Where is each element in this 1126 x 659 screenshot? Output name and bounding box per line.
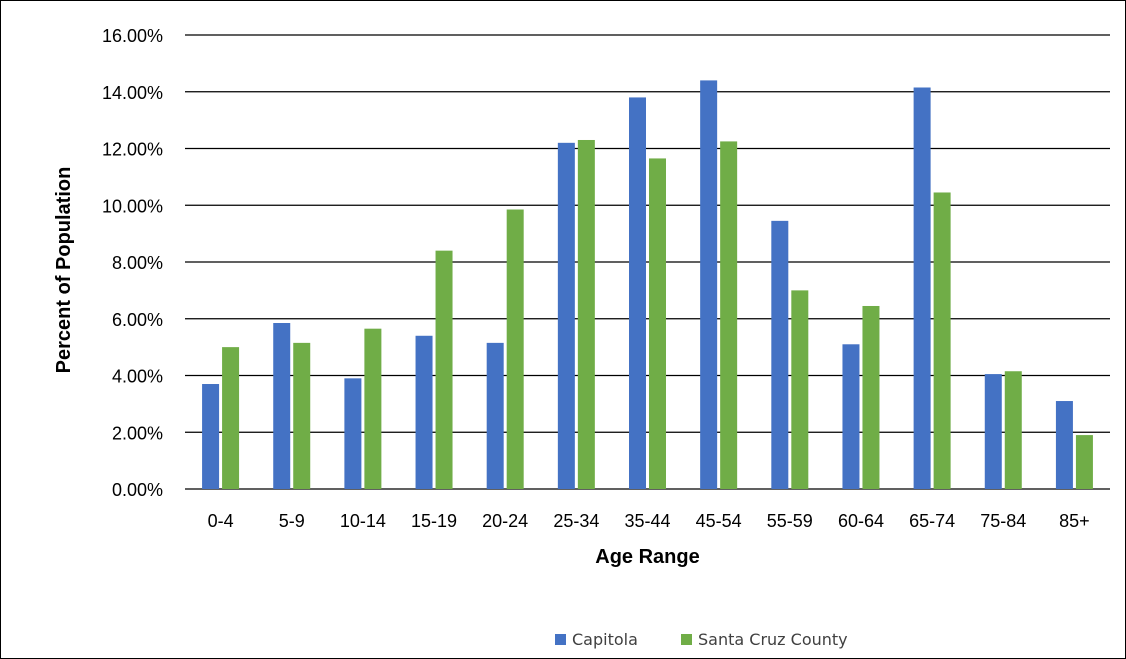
y-axis-title: Percent of Population — [53, 167, 75, 374]
x-axis-title: Age Range — [595, 546, 699, 568]
bar-santa-cruz-county-5-9 — [293, 342, 311, 489]
x-tick-label: 20-24 — [482, 511, 528, 531]
bar-santa-cruz-county-15-19 — [435, 250, 453, 489]
x-tick-labels: 0-4 5-9 10-14 15-19 20-24 25-34 35-44 45-54 55-5… — [208, 511, 1090, 531]
bar-santa-cruz-county-60-64 — [862, 305, 880, 489]
y-tick-label: 8.00% — [112, 253, 163, 273]
legend-swatch-santa-cruz-county — [681, 633, 692, 645]
y-tick-label: 6.00% — [112, 310, 163, 330]
bar-santa-cruz-county-85-plus — [1075, 435, 1093, 489]
legend-swatch-capitola — [555, 633, 566, 645]
x-tick-label: 45-54 — [696, 511, 742, 531]
bar-capitola-45-54 — [700, 80, 718, 490]
bar-capitola-35-44 — [629, 97, 646, 490]
x-tick-label: 35-44 — [624, 511, 670, 531]
y-tick-labels: 0.00% 2.00% 4.00% 6.00% 8.00% 10.00% 12.00% 14.… — [102, 26, 163, 500]
legend-item-capitola: Capitola — [555, 626, 638, 652]
bar-santa-cruz-county-55-59 — [791, 290, 809, 489]
x-tick-label: 15-19 — [411, 511, 457, 531]
x-tick-label: 65-74 — [909, 511, 955, 531]
bar-santa-cruz-county-35-44 — [649, 158, 666, 489]
bar-capitola-55-59 — [771, 220, 789, 489]
x-tick-label: 85+ — [1059, 511, 1090, 531]
bar-capitola-5-9 — [273, 323, 291, 489]
y-tick-label: 14.00% — [102, 83, 163, 103]
bars — [202, 80, 1093, 490]
x-tick-label: 0-4 — [208, 511, 234, 531]
x-tick-label: 55-59 — [767, 511, 813, 531]
bar-santa-cruz-county-45-54 — [720, 141, 738, 489]
legend: Capitola Santa Cruz County — [0, 626, 1126, 656]
y-tick-label: 2.00% — [112, 423, 163, 443]
y-tick-label: 10.00% — [102, 196, 163, 216]
bar-capitola-75-84 — [984, 374, 1002, 489]
y-tick-label: 12.00% — [102, 140, 163, 160]
bar-santa-cruz-county-75-84 — [1004, 371, 1022, 489]
bar-capitola-85-plus — [1055, 401, 1073, 489]
bar-capitola-60-64 — [842, 344, 860, 489]
legend-item-santa-cruz-county: Santa Cruz County — [681, 626, 848, 652]
bar-santa-cruz-county-25-34 — [577, 139, 595, 490]
y-tick-label: 4.00% — [112, 367, 163, 387]
bar-capitola-65-74 — [913, 87, 931, 490]
bar-santa-cruz-county-65-74 — [933, 192, 951, 489]
bar-capitola-10-14 — [344, 378, 362, 489]
y-tick-label: 16.00% — [102, 26, 163, 46]
x-tick-label: 10-14 — [340, 511, 386, 531]
x-tick-label: 75-84 — [980, 511, 1026, 531]
bar-santa-cruz-county-0-4 — [222, 347, 240, 489]
gridlines — [185, 34, 1110, 490]
bar-capitola-25-34 — [557, 142, 575, 489]
bar-capitola-20-24 — [486, 342, 504, 489]
bar-santa-cruz-county-10-14 — [364, 328, 382, 489]
x-tick-label: 5-9 — [279, 511, 305, 531]
y-tick-label: 0.00% — [112, 480, 163, 500]
x-tick-label: 25-34 — [553, 511, 599, 531]
legend-label-capitola: Capitola — [572, 629, 638, 649]
bar-santa-cruz-county-20-24 — [506, 209, 524, 489]
x-tick-label: 60-64 — [838, 511, 884, 531]
bar-capitola-15-19 — [415, 335, 433, 489]
bar-capitola-0-4 — [202, 384, 220, 489]
legend-label-santa-cruz-county: Santa Cruz County — [698, 629, 848, 649]
